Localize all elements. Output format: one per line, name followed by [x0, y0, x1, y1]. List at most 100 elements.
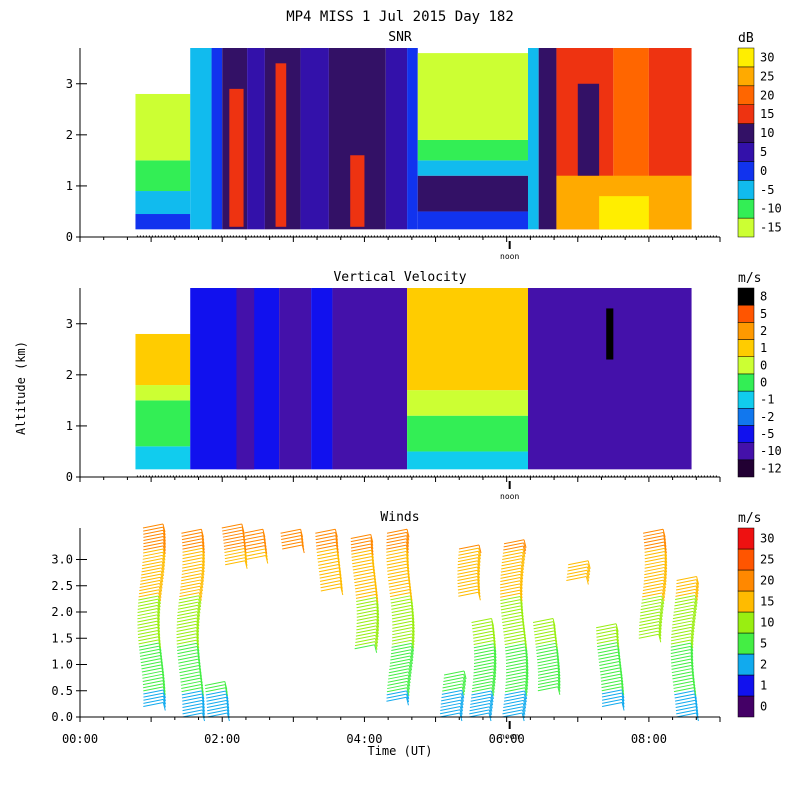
wind-barb	[391, 646, 412, 652]
wind-barb-flag	[664, 560, 668, 570]
wind-barb-flag	[196, 640, 200, 649]
wind-barb-flag	[557, 677, 561, 686]
wind-barb-flag	[202, 554, 206, 563]
wind-barb	[644, 554, 665, 560]
wind-barb-flag	[162, 686, 166, 695]
wind-barb	[352, 559, 373, 565]
wind-barb	[675, 702, 696, 708]
wind-barb-flag	[411, 640, 415, 649]
wind-barb	[472, 677, 493, 683]
heatmap-cell	[417, 139, 528, 161]
wind-barb-flag	[406, 535, 410, 544]
wind-barb-flag	[692, 611, 696, 620]
wind-barb-flag	[374, 644, 378, 653]
wind-barb	[280, 528, 301, 534]
wind-barb-flag	[493, 656, 497, 665]
wind-barb-flag	[557, 664, 561, 674]
wind-barb	[181, 535, 203, 541]
heatmap-cell	[135, 385, 191, 401]
noon-label: noon	[500, 732, 519, 741]
wind-barb-flag	[411, 633, 415, 642]
wind-barb	[675, 591, 696, 597]
wind-barb	[388, 671, 409, 677]
wind-barb-flag	[156, 617, 160, 627]
wind-barb-flag	[478, 544, 482, 554]
wind-barb-flag	[621, 692, 625, 702]
wind-barb	[642, 586, 664, 592]
wind-barb-flag	[521, 561, 524, 570]
wind-barb	[442, 686, 463, 692]
wind-barb	[245, 551, 266, 557]
wind-barb-flag	[334, 529, 338, 538]
wind-barb-flag	[376, 616, 380, 625]
wind-barb	[356, 600, 377, 606]
wind-barb-flag	[265, 555, 269, 564]
wind-barb	[204, 681, 225, 686]
wind-barb	[470, 699, 491, 705]
wind-barb	[598, 654, 619, 660]
wind-barb-flag	[460, 699, 464, 709]
wind-barb	[670, 649, 691, 655]
wind-barb	[674, 601, 695, 607]
wind-barb	[389, 658, 411, 664]
wind-barb	[676, 712, 697, 718]
wind-barb-flag	[406, 563, 410, 573]
wind-barb	[177, 655, 199, 661]
wind-barb	[502, 551, 523, 557]
wind-barb	[535, 642, 556, 648]
wind-barb-flag	[198, 598, 202, 608]
wind-barb-flag	[200, 529, 204, 538]
wind-barb-flag	[664, 548, 668, 557]
wind-barb	[222, 526, 243, 532]
wind-barb	[391, 608, 412, 613]
wind-barb	[386, 554, 407, 560]
wind-barb	[181, 569, 202, 575]
wind-barb-flag	[695, 585, 699, 595]
wind-barb	[643, 538, 665, 544]
wind-barb	[676, 579, 697, 585]
wind-barb	[458, 588, 479, 594]
wind-barb	[533, 621, 554, 627]
colorbar-label: 20	[760, 574, 774, 588]
wind-barb	[392, 620, 413, 626]
wind-barb-flag	[196, 646, 200, 655]
wind-barb	[672, 617, 693, 623]
wind-barb-flag	[375, 625, 379, 634]
colorbar-swatch	[737, 569, 755, 592]
wind-barb	[182, 563, 203, 569]
wind-barb-flag	[493, 668, 497, 678]
wind-barb	[206, 696, 227, 702]
wind-barb	[500, 595, 521, 601]
wind-barb-flag	[489, 706, 493, 715]
wind-barb-flag	[695, 582, 699, 591]
wind-barb	[181, 683, 202, 689]
wind-barb	[356, 628, 377, 634]
wind-barb	[440, 706, 461, 712]
wind-barb-flag	[664, 554, 668, 563]
wind-barb	[392, 627, 413, 633]
colorbar-swatch	[737, 161, 755, 181]
wind-barb	[500, 577, 521, 583]
wind-barb	[178, 598, 199, 604]
wind-barb-flag	[196, 614, 200, 623]
wind-barb	[676, 709, 697, 715]
wind-barb-flag	[460, 693, 464, 702]
wind-barb	[388, 579, 409, 585]
wind-barb	[356, 622, 377, 628]
wind-barb	[317, 551, 338, 557]
colorbar-swatch	[737, 527, 755, 550]
heatmap-cell	[385, 48, 408, 230]
wind-barb	[142, 554, 163, 560]
wind-barb-flag	[410, 646, 414, 655]
wind-barb	[441, 696, 462, 702]
wind-barb	[471, 621, 493, 627]
wind-barb	[224, 548, 245, 553]
wind-barb	[137, 601, 159, 607]
wind-barb-flag	[524, 690, 528, 700]
wind-barb	[179, 588, 200, 594]
wind-barb	[244, 545, 265, 551]
wind-barb	[503, 545, 524, 551]
wind-barb	[468, 712, 490, 718]
wind-barb	[644, 560, 665, 566]
wind-barb-flag	[660, 605, 664, 614]
